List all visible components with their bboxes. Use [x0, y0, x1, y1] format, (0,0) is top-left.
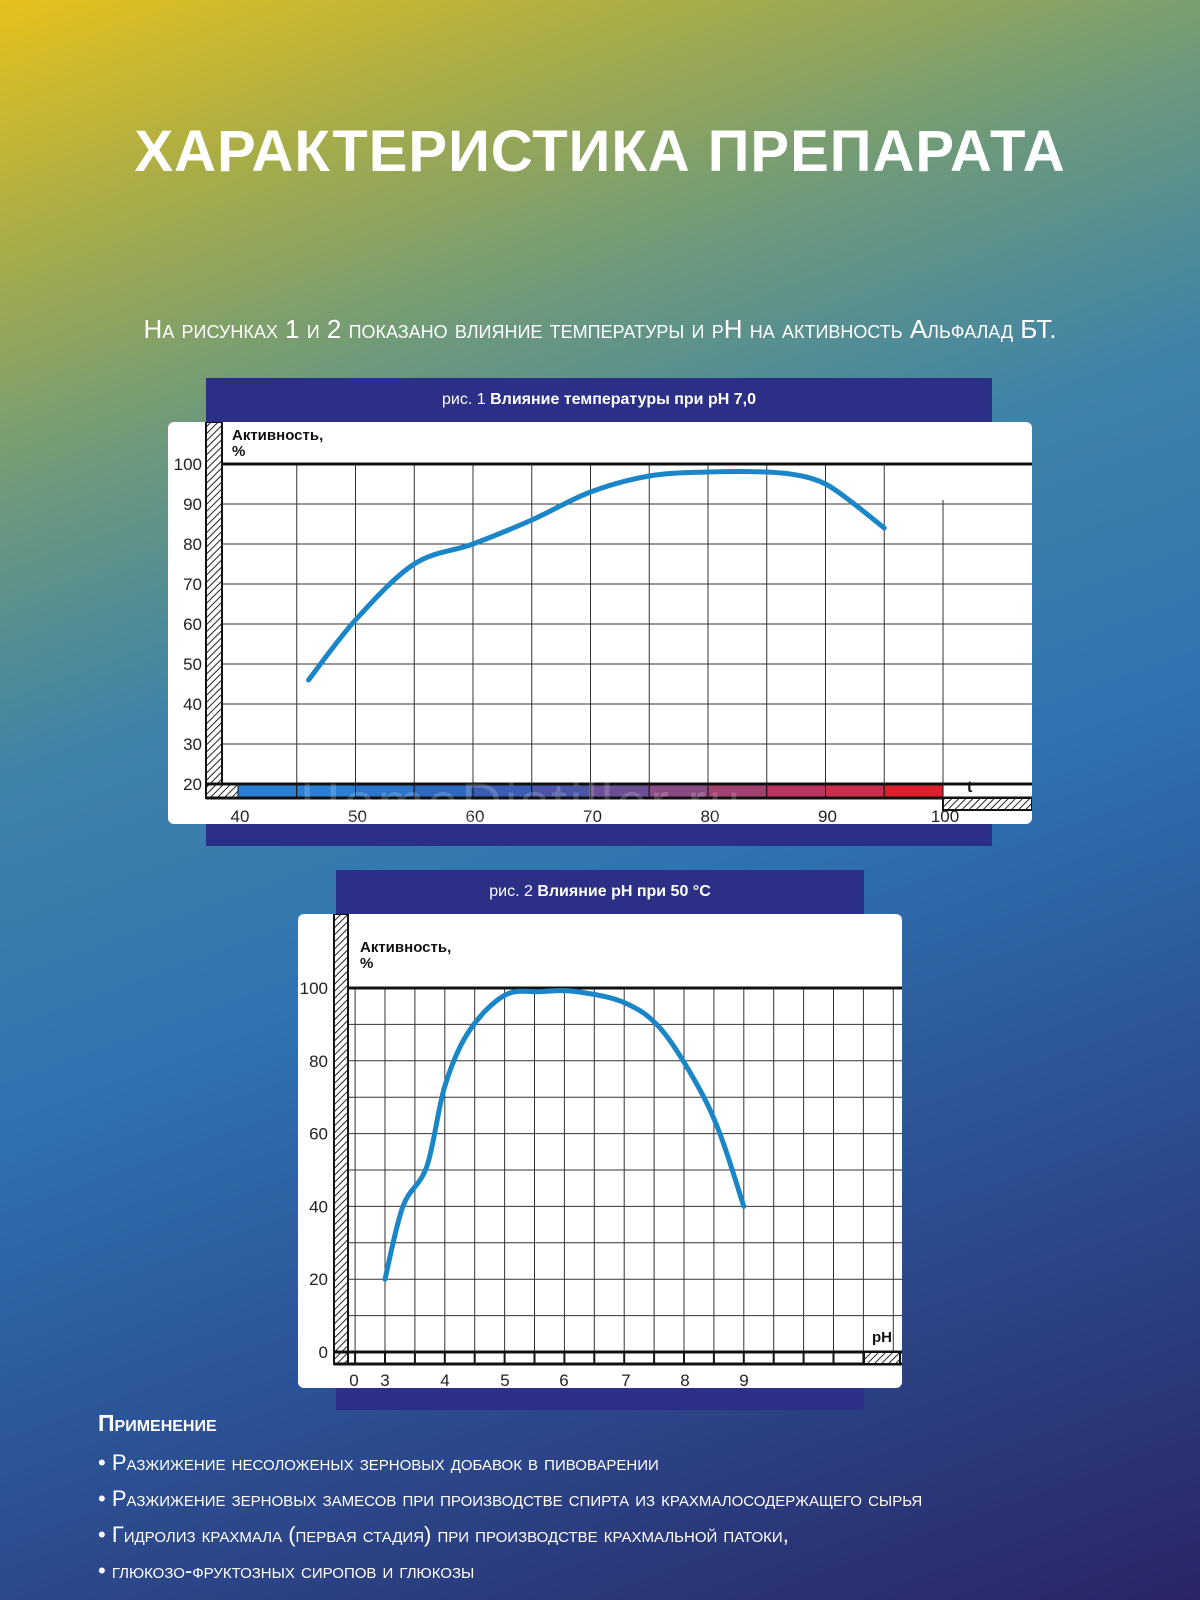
x-tick-label: 100	[931, 807, 959, 824]
y-tick-label: 40	[309, 1197, 328, 1216]
application-item: Гидролиз крахмала (первая стадия) при пр…	[98, 1517, 1158, 1553]
temperature-scale-cell	[766, 784, 826, 798]
x-tick-label: 7	[621, 1371, 630, 1388]
x-axis-label: рН	[872, 1329, 892, 1346]
watermark: HomeDistiller.ru	[300, 771, 744, 834]
y-tick-label: 90	[183, 495, 202, 514]
y-tick-label: 20	[309, 1270, 328, 1289]
application-item-continuation: глюкозо-фруктозных сиропов и глюкозы	[98, 1553, 1158, 1589]
figure-2-chart: 0 20 40 60 80 100 0 3 4 5 6 7 8 9 Активность,% рН	[300, 914, 902, 1388]
y-tick-label: 70	[183, 575, 202, 594]
y-tick-label: 20	[183, 775, 202, 794]
application-list: Разжижение несоложеных зерновых добавок …	[98, 1445, 1158, 1589]
y-axis-label: Активность,	[360, 939, 451, 956]
x-tick-label: 90	[818, 807, 837, 824]
temperature-scale-cell	[237, 784, 298, 798]
y-tick-label: 80	[183, 535, 202, 554]
y-axis-unit: %	[360, 955, 373, 972]
figure-1-caption-prefix: рис. 1	[442, 391, 486, 408]
y-tick-label: 100	[300, 979, 328, 998]
x-tick-label: 9	[739, 1371, 748, 1388]
y-axis-label: Активность,	[232, 427, 323, 444]
y-tick-label: 100	[174, 455, 202, 474]
page-title: ХАРАКТЕРИСТИКА ПРЕПАРАТА	[134, 119, 1066, 184]
figure-1-card: 20 30 40 50 60 70 80 90 100 40 50 60 70 80 90 100 Активн…	[168, 422, 1032, 824]
figure-1-chart: 20 30 40 50 60 70 80 90 100 40 50 60 70 80 90 100 Активн…	[174, 422, 1032, 824]
application-title: Применение	[98, 1410, 217, 1436]
figure-2-caption-title: Влияние рН при 50 °С	[537, 883, 711, 900]
x-tick-label: 80	[701, 807, 720, 824]
figure-2-card: 0 20 40 60 80 100 0 3 4 5 6 7 8 9 Активность,% рН	[298, 914, 902, 1388]
figure-1-footer	[206, 824, 992, 846]
activity-ph-line	[382, 988, 747, 1282]
x-tick-label: 60	[466, 807, 485, 824]
x-tick-label: 0	[349, 1371, 358, 1388]
x-tick-label: 3	[380, 1371, 389, 1388]
y-tick-label: 30	[183, 735, 202, 754]
figure-1-caption: рис. 1 Влияние температуры при рН 7,0	[206, 378, 992, 422]
x-tick-label: 8	[680, 1371, 689, 1388]
activity-temperature-line	[306, 468, 887, 683]
application-section: Применение Разжижение несоложеных зернов…	[98, 1410, 1158, 1589]
application-item: Разжижение несоложеных зерновых добавок …	[98, 1445, 1158, 1481]
x-tick-label: 5	[500, 1371, 509, 1388]
temperature-scale-cell	[825, 784, 885, 798]
x-axis-label: t	[967, 779, 973, 796]
x-tick-label: 70	[583, 807, 602, 824]
figure-2-caption-prefix: рис. 2	[489, 883, 533, 900]
y-tick-label: 60	[183, 615, 202, 634]
y-tick-label: 40	[183, 695, 202, 714]
y-tick-label: 50	[183, 655, 202, 674]
x-tick-label: 50	[348, 807, 367, 824]
y-tick-label: 0	[319, 1343, 328, 1362]
x-tick-label: 4	[440, 1371, 449, 1388]
page-subtitle: На рисунках 1 и 2 показано влияние темпе…	[143, 314, 1057, 344]
y-axis-unit: %	[232, 443, 245, 460]
figure-2-footer	[336, 1388, 864, 1410]
temperature-scale-cell	[883, 784, 944, 798]
x-tick-label: 40	[231, 807, 250, 824]
y-tick-label: 80	[309, 1052, 328, 1071]
x-axis-end-hatch	[863, 1351, 901, 1365]
x-tick-label: 6	[559, 1371, 568, 1388]
y-axis-bar	[205, 422, 223, 797]
x-axis-end-hatch	[942, 797, 1032, 811]
y-tick-label: 60	[309, 1125, 328, 1144]
figure-2-caption: рис. 2 Влияние рН при 50 °С	[336, 870, 864, 914]
application-item: Разжижение зерновых замесов при производ…	[98, 1481, 1158, 1517]
y-axis-bar	[333, 914, 349, 1365]
figure-1-caption-title: Влияние температуры при рН 7,0	[490, 391, 756, 408]
